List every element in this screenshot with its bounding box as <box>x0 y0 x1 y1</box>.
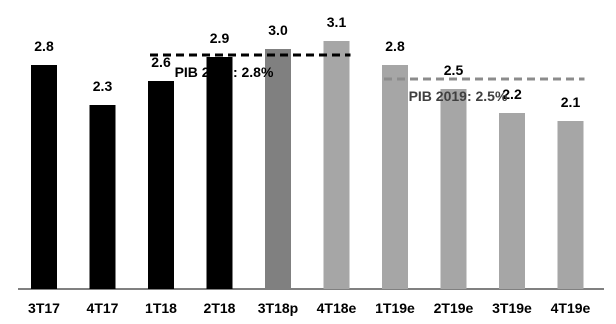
x-tick-label-2T18: 2T18 <box>204 300 236 316</box>
x-tick-label-4T17: 4T17 <box>87 300 119 316</box>
bar-4T19e <box>557 121 584 289</box>
bars-group <box>31 41 584 289</box>
value-labels-group: 2.8 2.3 2.6 2.9 3.0 3.1 2.8 2.5 2.2 2.1 <box>34 14 580 110</box>
value-label-4T18e: 3.1 <box>327 14 347 30</box>
x-tick-label-1T18: 1T18 <box>145 300 177 316</box>
bar-1T18 <box>148 81 174 289</box>
bar-3T19e <box>499 113 525 289</box>
reference-label-2: PIB 2019: 2.5% <box>409 88 508 104</box>
x-tick-label-4T18e: 4T18e <box>317 300 357 316</box>
tick-labels-group: 3T17 4T17 1T18 2T18 3T18p 4T18e 1T19e 2T19e 3T19… <box>28 300 591 316</box>
bar-4T17 <box>89 105 116 289</box>
value-label-4T19e: 2.1 <box>561 94 581 110</box>
bar-2T19e <box>440 89 467 289</box>
value-label-4T17: 2.3 <box>93 78 113 94</box>
value-label-3T18p: 3.0 <box>268 22 288 38</box>
x-tick-label-3T18p: 3T18p <box>258 300 298 316</box>
value-label-3T19e: 2.2 <box>502 86 522 102</box>
bar-3T17 <box>31 65 57 289</box>
x-tick-label-2T19e: 2T19e <box>434 300 474 316</box>
x-tick-label-3T17: 3T17 <box>28 300 60 316</box>
value-label-2T18: 2.9 <box>210 30 230 46</box>
value-label-3T17: 2.8 <box>34 38 54 54</box>
x-tick-label-1T19e: 1T19e <box>375 300 415 316</box>
x-tick-label-3T19e: 3T19e <box>492 300 532 316</box>
value-label-1T18: 2.6 <box>151 54 171 70</box>
x-tick-label-4T19e: 4T19e <box>551 300 591 316</box>
bar-4T18e <box>323 41 350 289</box>
bar-2T18 <box>206 57 233 289</box>
bar-1T19e <box>382 65 408 289</box>
reference-lines-group: PIB 2018: 2.8% PIB 2019: 2.5% <box>150 53 585 104</box>
value-label-1T19e: 2.8 <box>385 38 405 54</box>
value-label-2T19e: 2.5 <box>444 62 464 78</box>
reference-label-1: PIB 2018: 2.8% <box>175 64 274 80</box>
bar-3T18p <box>265 49 291 289</box>
